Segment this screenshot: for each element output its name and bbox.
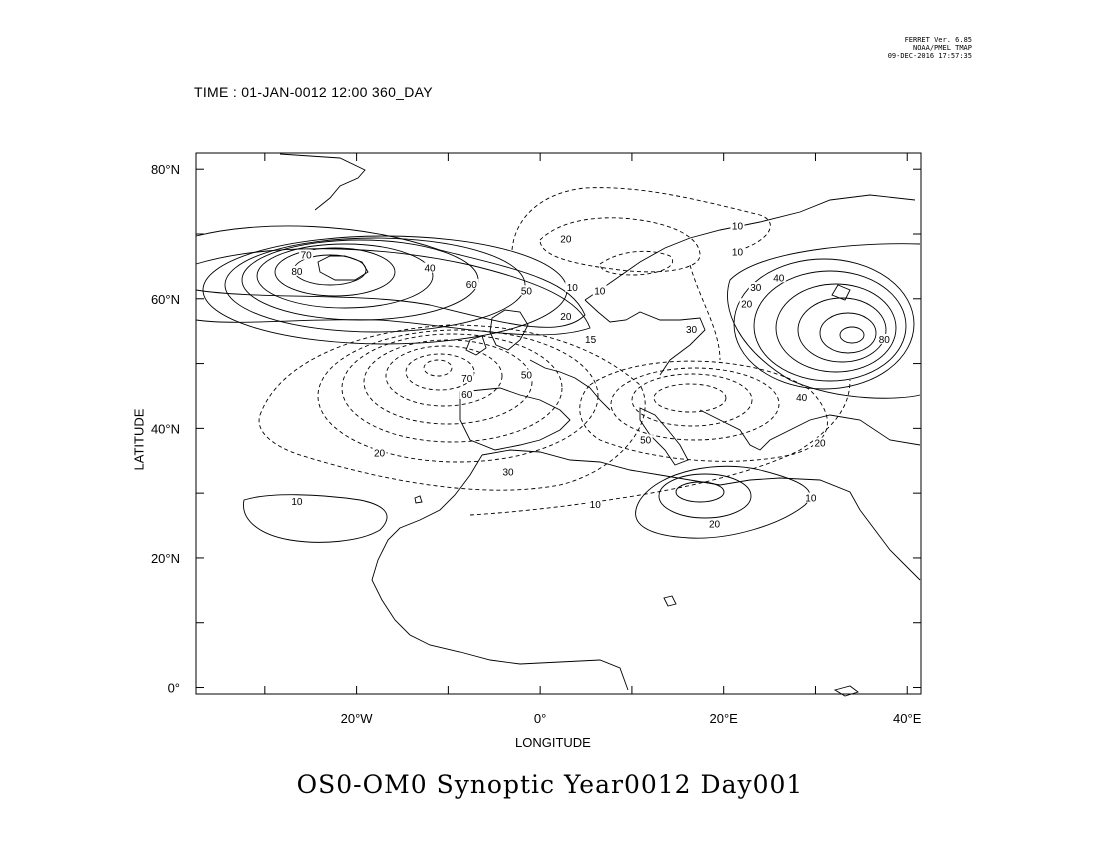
contour-label-bg bbox=[707, 518, 722, 529]
contour-label-bg bbox=[289, 495, 304, 506]
contour-label-bg bbox=[423, 262, 438, 273]
contour-label-bg bbox=[583, 333, 598, 344]
contour-label-bg bbox=[372, 447, 387, 458]
contour-label: 20 bbox=[560, 312, 572, 323]
contour-label-bg bbox=[565, 282, 580, 293]
contour-label-bg bbox=[748, 282, 763, 293]
x-tick-label: 0° bbox=[534, 711, 546, 726]
contour-label-bg bbox=[813, 437, 828, 448]
solid-contours bbox=[195, 225, 921, 543]
contour-label: 10 bbox=[732, 222, 744, 233]
contour-label: 80 bbox=[291, 267, 303, 278]
contour-label: 20 bbox=[709, 520, 721, 531]
contour-label: 20 bbox=[374, 448, 386, 459]
stamp-date: 09-DEC-2016 17:57:35 bbox=[887, 52, 972, 60]
contour-label: 60 bbox=[461, 390, 473, 401]
x-tick-label: 40°E bbox=[893, 711, 922, 726]
contour-label-bg bbox=[638, 434, 653, 445]
contour-label: 15 bbox=[585, 335, 597, 346]
contour-label-bg bbox=[592, 285, 607, 296]
contour-label: 40 bbox=[773, 273, 785, 284]
contour-label: 60 bbox=[466, 280, 478, 291]
stamp-version: FERRET Ver. 6.85 bbox=[904, 36, 972, 44]
time-label: TIME : 01-JAN-0012 12:00 360_DAY bbox=[194, 84, 433, 100]
y-tick-label: 60°N bbox=[151, 292, 180, 307]
x-tick-label: 20°W bbox=[341, 711, 374, 726]
contour-label: 70 bbox=[301, 251, 313, 262]
contour-labels: 70 80 40 60 50 10 20 10 10 40 30 20 80 20 10 30 15 70 60 50… bbox=[289, 220, 892, 531]
contour-label: 50 bbox=[521, 371, 533, 382]
ferret-stamp: FERRET Ver. 6.85 NOAA/PMEL TMAP 09-DEC-2… bbox=[888, 36, 972, 60]
contour-label: 10 bbox=[594, 286, 606, 297]
contour-label-bg bbox=[794, 392, 809, 403]
contour-label-bg bbox=[684, 324, 699, 335]
contour-label: 30 bbox=[750, 283, 762, 294]
contour-label: 10 bbox=[291, 497, 303, 508]
contour-label-bg bbox=[730, 220, 745, 231]
contour-label-bg bbox=[877, 333, 892, 344]
plot-frame bbox=[195, 152, 922, 695]
contour-label-bg bbox=[464, 278, 479, 289]
plot-title: OS0-OM0 Synoptic Year0012 Day001 bbox=[296, 770, 804, 799]
contour-label: 40 bbox=[424, 264, 436, 275]
contour-label: 40 bbox=[796, 393, 808, 404]
contour-label-bg bbox=[558, 311, 573, 322]
contour-label: 20 bbox=[814, 439, 826, 450]
contour-label: 10 bbox=[590, 500, 602, 511]
contour-label-bg bbox=[289, 265, 304, 276]
contour-label-bg bbox=[771, 272, 786, 283]
contour-label-bg bbox=[803, 492, 818, 503]
contour-label-bg bbox=[558, 233, 573, 244]
contour-label-bg bbox=[459, 388, 474, 399]
contour-label: 10 bbox=[805, 494, 817, 505]
x-axis-label: LONGITUDE bbox=[515, 735, 591, 750]
x-tick-label: 20°E bbox=[710, 711, 739, 726]
stamp-org: NOAA/PMEL TMAP bbox=[912, 44, 972, 52]
contour-label-bg bbox=[739, 298, 754, 309]
contour-label-bg bbox=[501, 466, 516, 477]
contour-label-bg bbox=[459, 372, 474, 383]
coastlines bbox=[279, 153, 921, 697]
contour-label-bg bbox=[519, 285, 534, 296]
y-tick-label: 80°N bbox=[151, 162, 180, 177]
contour-label-bg bbox=[299, 249, 314, 260]
contour-label: 20 bbox=[741, 299, 753, 310]
y-axis-label: LATITUDE bbox=[131, 408, 147, 471]
y-tick-label: 20°N bbox=[151, 551, 180, 566]
contour-label: 80 bbox=[879, 335, 891, 346]
contour-label: 30 bbox=[686, 325, 698, 336]
contour-label: 20 bbox=[560, 234, 572, 245]
contour-label: 10 bbox=[567, 283, 579, 294]
contour-label-bg bbox=[588, 499, 603, 510]
contour-label: 10 bbox=[732, 247, 744, 258]
contour-label: 50 bbox=[521, 286, 533, 297]
dashed-contours bbox=[258, 187, 851, 516]
y-tick-label: 40°N bbox=[151, 421, 180, 436]
axes: 20°W 0° 20°E 40°E 0° 20°N 40°N 60°N 80°N bbox=[151, 153, 922, 726]
contour-label: 30 bbox=[502, 468, 514, 479]
y-tick-label: 0° bbox=[168, 681, 180, 696]
contour-label: 70 bbox=[461, 374, 473, 385]
contour-label: 50 bbox=[640, 435, 652, 446]
contour-label-bg bbox=[730, 246, 745, 257]
contour-label-bg bbox=[519, 369, 534, 380]
